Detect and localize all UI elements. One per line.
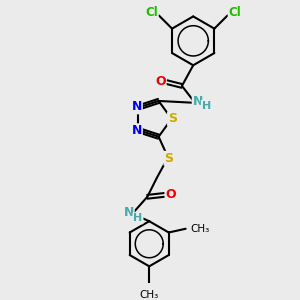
Text: N: N <box>193 95 203 108</box>
Text: O: O <box>155 75 166 88</box>
Text: N: N <box>131 124 142 137</box>
Text: N: N <box>123 206 134 219</box>
Text: N: N <box>131 100 142 113</box>
Text: CH₃: CH₃ <box>140 290 159 300</box>
Text: S: S <box>164 152 173 165</box>
Text: Cl: Cl <box>229 6 242 19</box>
Text: H: H <box>202 101 211 111</box>
Text: H: H <box>133 213 142 224</box>
Text: S: S <box>168 112 177 125</box>
Text: Cl: Cl <box>145 6 158 19</box>
Text: O: O <box>166 188 176 201</box>
Text: CH₃: CH₃ <box>190 224 210 234</box>
